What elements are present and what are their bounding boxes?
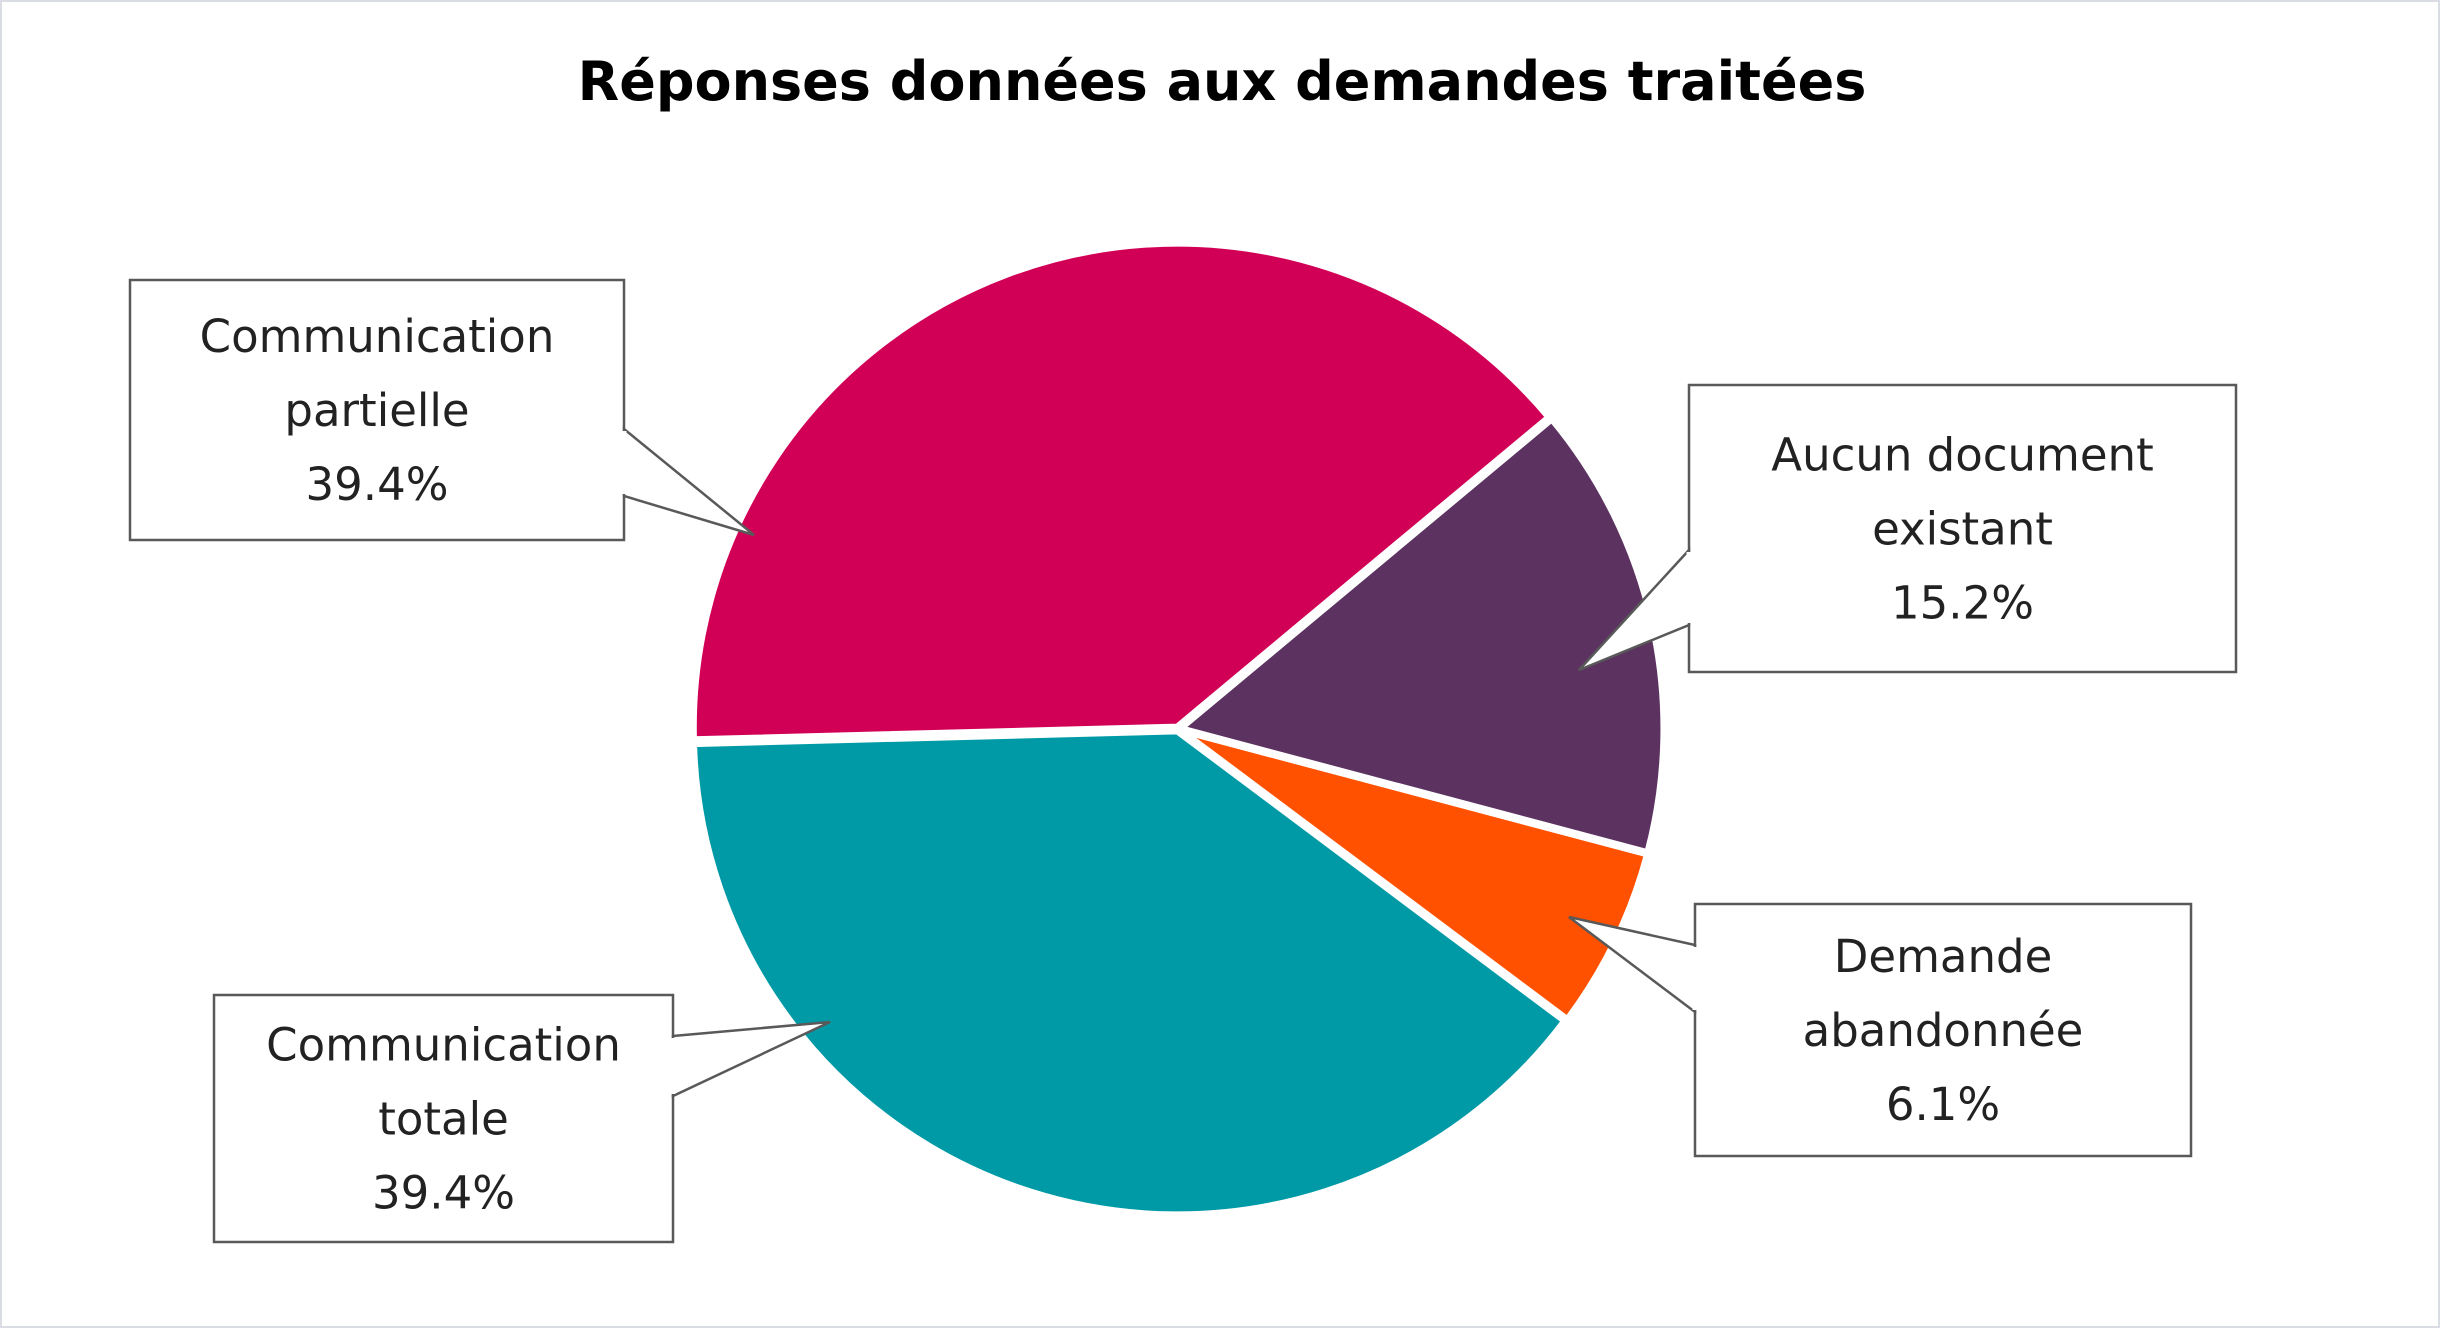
slice-value-label: 39.4% [306, 458, 449, 511]
callout-box [1687, 383, 2238, 674]
slice-category-label: Demande [1834, 930, 2053, 983]
slice-category-label: existant [1872, 503, 2053, 556]
callout-box [1693, 902, 2193, 1158]
callout-demande-abandonnee: Demande abandonnée 6.1% [1568, 902, 2193, 1158]
callout-communication-partielle: Communication partielle 39.4% [128, 278, 755, 542]
slice-category-label: Aucun document [1771, 429, 2153, 482]
pie-slice-communication-totale [690, 727, 1569, 1219]
callouts-layer: Communication partielle 39.4% Aucun documen… [128, 278, 2238, 1244]
callout-box [212, 993, 675, 1244]
callout-pointer [671, 1020, 831, 1098]
slice-category-label: abandonnée [1803, 1004, 2084, 1057]
chart-title: Réponses données aux demandes traitées [577, 50, 1867, 113]
slice-value-label: 15.2% [1891, 577, 2034, 630]
slice-value-label: 39.4% [372, 1167, 515, 1220]
slices-layer [689, 239, 1668, 1219]
slice-category-label: totale [378, 1093, 509, 1146]
callout-communication-totale: Communication totale 39.4% [212, 993, 831, 1244]
pie-slice-communication-partielle [689, 239, 1553, 744]
slice-category-label: Communication [266, 1019, 621, 1072]
callout-box [128, 278, 626, 542]
callout-pointer [622, 426, 755, 537]
slice-value-label: 6.1% [1886, 1078, 2000, 1131]
slice-category-label: partielle [284, 384, 469, 437]
slice-category-label: Communication [200, 310, 555, 363]
callout-aucun-document-existant: Aucun document existant 15.2% [1578, 383, 2238, 674]
